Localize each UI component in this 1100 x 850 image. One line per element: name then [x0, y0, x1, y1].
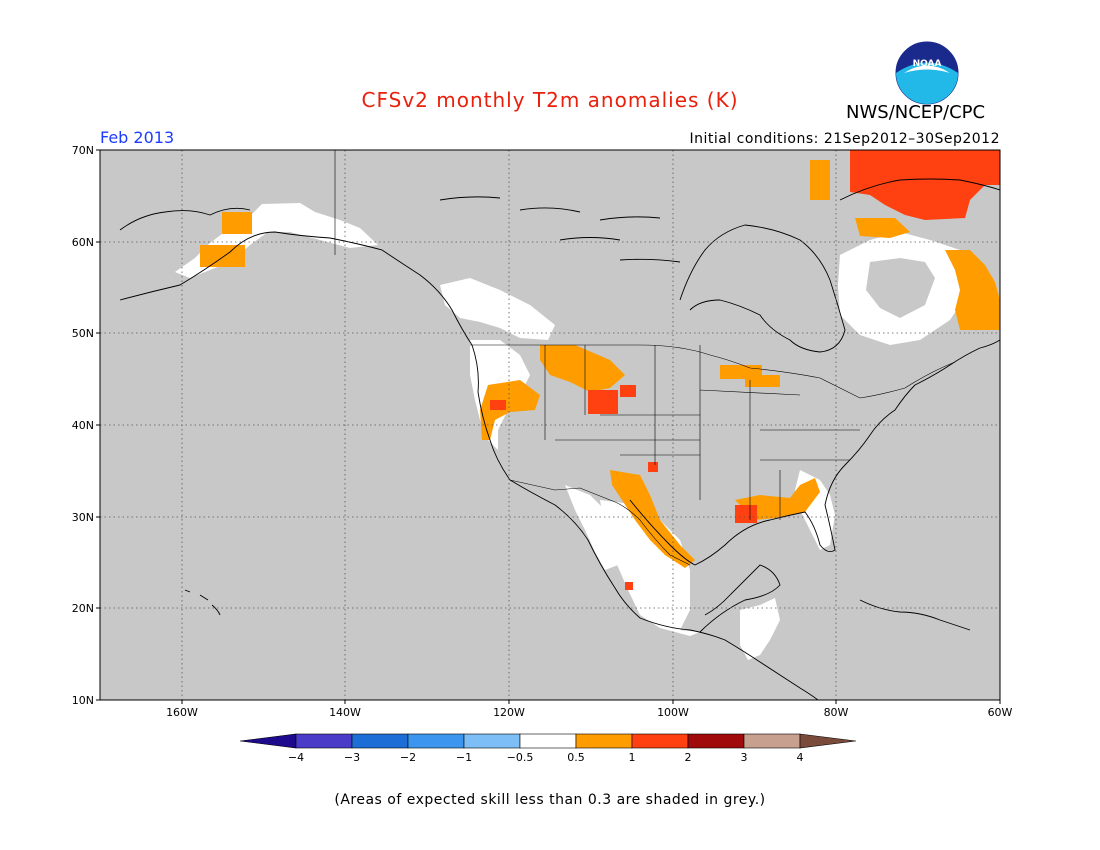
political-borders [334, 150, 956, 566]
lon-tick-label: 100W [657, 706, 689, 719]
colorbar-segment [687, 733, 745, 749]
lon-tick-label: 120W [493, 706, 525, 719]
colorbar-high-arrow [799, 733, 857, 749]
colorbar: −4 −3 −2 −1 −0.5 0.5 1 2 3 4 [239, 733, 857, 764]
agency-label: NWS/NCEP/CPC [846, 102, 986, 123]
colorbar-label: 0.5 [567, 751, 585, 764]
lat-tick-label: 60N [72, 236, 94, 249]
lat-tick-label: 40N [72, 419, 94, 432]
lat-tick-label: 70N [72, 144, 94, 157]
colorbar-segment [407, 733, 465, 749]
chart-title: CFSv2 monthly T2m anomalies (K) [361, 88, 739, 112]
colorbar-segment [295, 733, 353, 749]
forecast-month: Feb 2013 [100, 128, 175, 147]
colorbar-low-arrow [239, 733, 297, 749]
colorbar-label: −4 [288, 751, 304, 764]
noaa-logo-text: NOAA [913, 59, 942, 69]
colorbar-label: 4 [797, 751, 804, 764]
lat-tick-label: 50N [72, 327, 94, 340]
hudson-bay-mask [866, 258, 935, 318]
colorbar-label: −1 [456, 751, 472, 764]
colorbar-segment [631, 733, 689, 749]
longitude-labels: 160W 140W 120W 100W 80W 60W [166, 706, 1012, 719]
axis-ticks [96, 149, 1001, 704]
colorbar-label: 2 [685, 751, 692, 764]
colorbar-label: −0.5 [507, 751, 534, 764]
colorbar-label: 1 [629, 751, 636, 764]
lat-tick-label: 30N [72, 511, 94, 524]
colorbar-segment [743, 733, 801, 749]
graticule [100, 150, 1000, 700]
lon-tick-label: 160W [166, 706, 198, 719]
colorbar-label: 3 [741, 751, 748, 764]
colorbar-segment [519, 733, 577, 749]
colorbar-segment [575, 733, 633, 749]
lat-tick-label: 20N [72, 602, 94, 615]
skill-footnote: (Areas of expected skill less than 0.3 a… [334, 792, 766, 808]
red-regions [490, 150, 1000, 590]
orange-regions [200, 160, 1000, 568]
latitude-labels: 10N 20N 30N 40N 50N 60N 70N [72, 144, 94, 707]
lat-tick-label: 10N [72, 694, 94, 707]
lon-tick-label: 60W [988, 706, 1013, 719]
noaa-logo: NOAA [895, 41, 959, 105]
initial-conditions: Initial conditions: 21Sep2012–30Sep2012 [689, 131, 1000, 147]
colorbar-segment [351, 733, 409, 749]
lon-tick-label: 80W [824, 706, 849, 719]
colorbar-label: −3 [344, 751, 360, 764]
lon-tick-label: 140W [329, 706, 361, 719]
colorbar-segment [463, 733, 521, 749]
colorbar-label: −2 [400, 751, 416, 764]
